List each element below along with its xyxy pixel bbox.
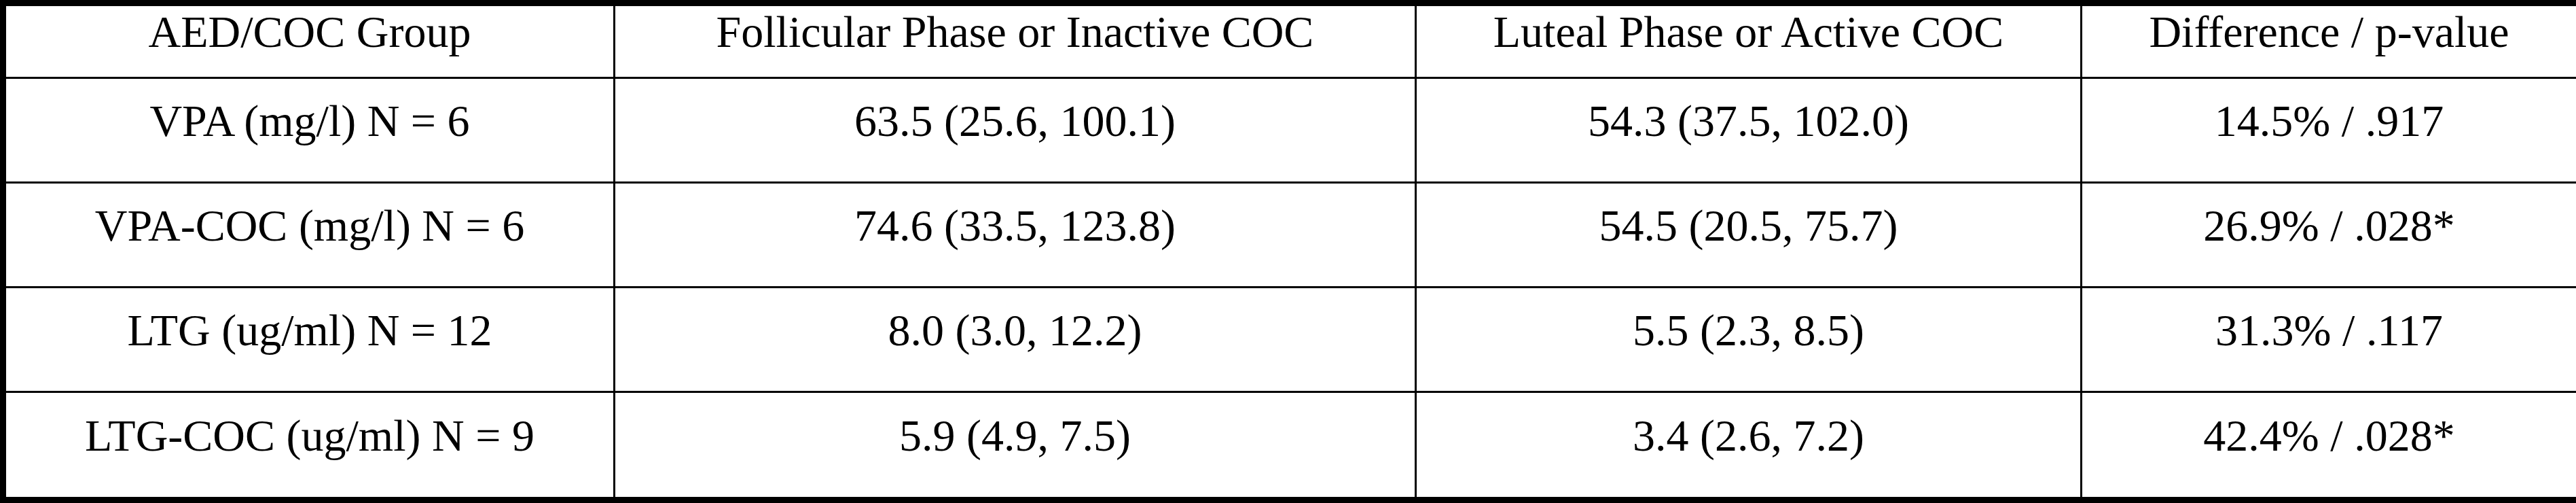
cell-follicular: 74.6 (33.5, 123.8) [615,183,1416,288]
cell-follicular: 8.0 (3.0, 12.2) [615,288,1416,392]
cell-follicular: 63.5 (25.6, 100.1) [615,78,1416,183]
cell-luteal: 54.3 (37.5, 102.0) [1416,78,2082,183]
cell-difference: 14.5% / .917 [2082,78,2576,183]
cell-group: VPA (mg/l) N = 6 [3,78,615,183]
cell-difference: 26.9% / .028* [2082,183,2576,288]
header-cell-follicular: Follicular Phase or Inactive COC [615,3,1416,78]
table-row: LTG-COC (ug/ml) N = 9 5.9 (4.9, 7.5) 3.4… [3,392,2576,500]
cell-group: LTG-COC (ug/ml) N = 9 [3,392,615,500]
cell-luteal: 54.5 (20.5, 75.7) [1416,183,2082,288]
cell-group: VPA-COC (mg/l) N = 6 [3,183,615,288]
table-row: VPA-COC (mg/l) N = 6 74.6 (33.5, 123.8) … [3,183,2576,288]
cell-luteal: 5.5 (2.3, 8.5) [1416,288,2082,392]
cell-difference: 42.4% / .028* [2082,392,2576,500]
header-cell-difference: Difference / p-value [2082,3,2576,78]
table-row: VPA (mg/l) N = 6 63.5 (25.6, 100.1) 54.3… [3,78,2576,183]
cell-luteal: 3.4 (2.6, 7.2) [1416,392,2082,500]
header-row: AED/COC Group Follicular Phase or Inacti… [3,3,2576,78]
cell-group: LTG (ug/ml) N = 12 [3,288,615,392]
header-cell-luteal: Luteal Phase or Active COC [1416,3,2082,78]
table-row: LTG (ug/ml) N = 12 8.0 (3.0, 12.2) 5.5 (… [3,288,2576,392]
header-cell-group: AED/COC Group [3,3,615,78]
cell-difference: 31.3% / .117 [2082,288,2576,392]
cell-follicular: 5.9 (4.9, 7.5) [615,392,1416,500]
aed-coc-results-table: AED/COC Group Follicular Phase or Inacti… [0,0,2576,503]
table-figure: AED/COC Group Follicular Phase or Inacti… [0,0,2576,503]
